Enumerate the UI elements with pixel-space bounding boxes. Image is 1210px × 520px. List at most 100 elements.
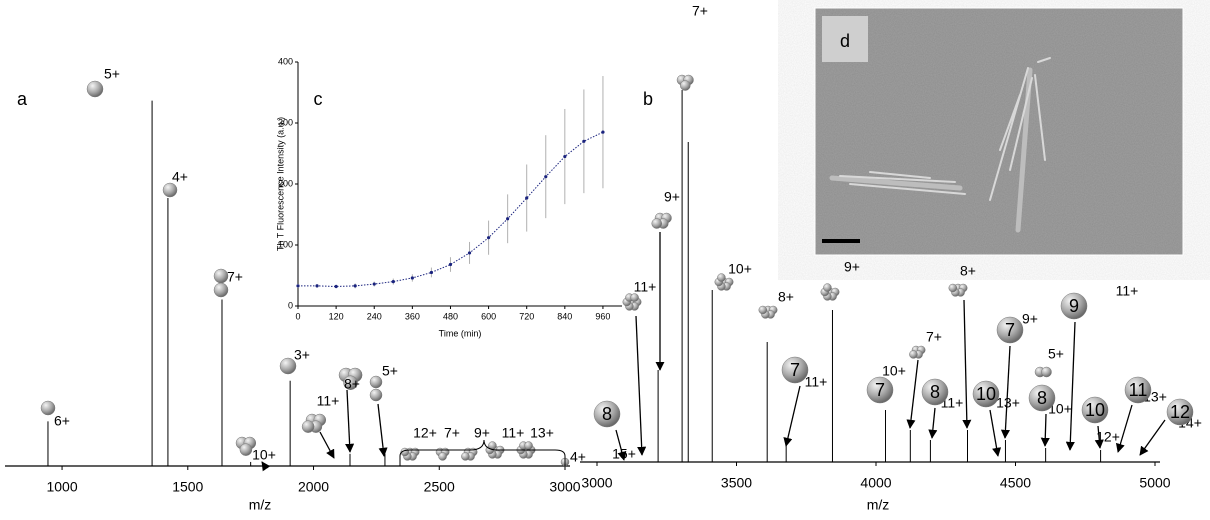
data-point [353, 284, 357, 288]
charge-label: 10+ [252, 447, 276, 463]
charge-label: 12+ [413, 425, 437, 441]
series-line [298, 131, 604, 287]
charge-label: 3+ [294, 347, 310, 363]
oligomer-label: 9 [1069, 296, 1079, 316]
oligomer-label: 10 [1085, 400, 1105, 420]
charge-label: 9+ [1022, 311, 1038, 327]
x-tick-label: 1000 [46, 479, 77, 495]
sphere-icon [921, 378, 949, 406]
charge-label: 9+ [474, 425, 490, 441]
x-tick-label: 360 [405, 311, 420, 321]
sphere-icon [781, 356, 809, 384]
charge-label: 10+ [882, 363, 906, 379]
arrow [906, 359, 919, 429]
charge-label: 10+ [728, 261, 752, 277]
charge-label: 6+ [54, 413, 70, 429]
x-tick-label: 4500 [1000, 475, 1031, 491]
charge-label: 5+ [104, 66, 120, 82]
sphere-icon [1041, 366, 1052, 378]
data-point [448, 262, 453, 267]
arrow [962, 299, 972, 429]
charge-label: 8+ [778, 289, 794, 305]
oligomer-label: 7 [790, 360, 800, 380]
arrow [783, 385, 801, 447]
arrow [635, 315, 647, 456]
arrow [1139, 419, 1166, 456]
x-tick-label: 240 [367, 311, 382, 321]
charge-label: 7+ [227, 269, 243, 285]
x-tick-label: 0 [295, 311, 300, 321]
arrow [1000, 345, 1011, 439]
charge-label: 5+ [382, 363, 398, 379]
sphere-icon [680, 80, 691, 91]
sphere-icon [948, 283, 958, 293]
x-tick-label: 480 [443, 311, 458, 321]
charge-label: 10+ [1048, 401, 1072, 417]
charge-label: 5+ [1048, 346, 1064, 362]
data-point [429, 270, 434, 275]
arrow [1094, 425, 1104, 449]
charge-label: 7+ [692, 3, 708, 19]
charge-label: 12+ [1096, 429, 1120, 445]
data-point [296, 284, 300, 288]
sphere-icon [213, 268, 229, 284]
sphere-icon [343, 375, 358, 390]
sphere-icon [162, 182, 178, 198]
data-point [410, 276, 414, 280]
sphere-icon [651, 218, 662, 229]
data-point [506, 217, 510, 221]
sphere-icon [213, 282, 229, 298]
charge-label: 9+ [844, 259, 860, 275]
data-point [486, 236, 491, 240]
oligomer-label: 7 [875, 380, 885, 400]
x-tick-label: 120 [329, 311, 344, 321]
x-axis-title: Time (min) [439, 328, 482, 338]
sphere-icon [866, 376, 894, 404]
charge-label: 8+ [960, 263, 976, 279]
sphere-icon [369, 375, 383, 389]
panel-label: a [17, 89, 28, 109]
arrow [1115, 404, 1133, 453]
panel-label: b [643, 89, 653, 109]
sphere-icon [369, 388, 383, 402]
charge-label: 13+ [996, 395, 1020, 411]
oligomer-label: 7 [1005, 320, 1015, 340]
data-point [544, 175, 548, 179]
oligomer-label: 11 [1129, 380, 1148, 400]
panel-label: d [840, 31, 850, 51]
charge-label: 4+ [172, 169, 188, 185]
charge-label: 8+ [344, 376, 360, 392]
charge-label: 11+ [634, 279, 657, 295]
oligomer-label: 8 [1037, 388, 1047, 408]
data-point [563, 154, 567, 159]
sphere-icon [1060, 292, 1088, 320]
arrow [261, 461, 271, 472]
charge-label: 11+ [502, 425, 525, 441]
data-point [601, 130, 605, 134]
data-point [467, 251, 472, 255]
sphere-icon [438, 452, 447, 461]
sphere-icon [461, 452, 470, 461]
y-tick-label: 200 [278, 178, 293, 188]
charge-label: 11+ [805, 374, 828, 390]
sphere-icon [1166, 398, 1194, 426]
x-tick-label: 3000 [581, 475, 612, 491]
arrow [615, 429, 627, 461]
sphere-icon [823, 283, 832, 292]
sphere-icon [524, 441, 533, 450]
charge-label: 4+ [570, 449, 586, 465]
x-tick-label: 3500 [721, 475, 752, 491]
sphere-icon [630, 293, 639, 302]
y-axis-title: Th T Fluorescence Intensity (a.u.) [275, 117, 285, 251]
x-tick-label: 840 [557, 311, 572, 321]
sphere-icon [1124, 376, 1152, 404]
x-tick-label: 3000 [549, 479, 580, 495]
x-tick-label: 4000 [860, 475, 891, 491]
arrow [377, 403, 388, 457]
oligomer-label: 8 [930, 382, 940, 402]
y-tick-label: 400 [278, 56, 293, 66]
sphere-icon [40, 400, 56, 416]
arrow [928, 407, 938, 439]
sphere-icon [1028, 384, 1056, 412]
